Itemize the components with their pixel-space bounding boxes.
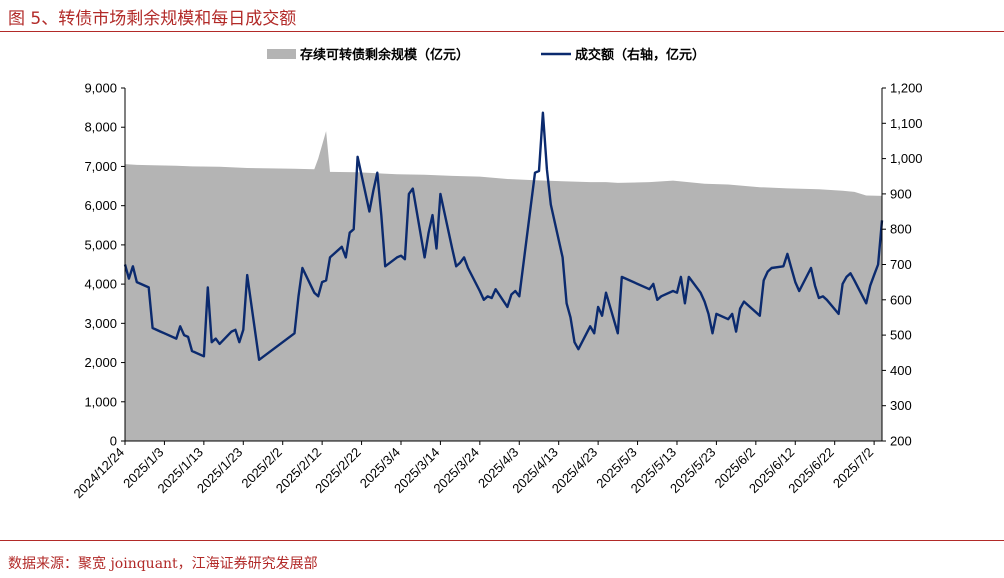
legend-label-area: 存续可转债剩余规模（亿元） xyxy=(300,47,469,63)
right-axis-tick-label: 500 xyxy=(890,328,912,343)
x-axis-tick-label: 2024/12/24 xyxy=(70,445,127,502)
left-axis-tick-label: 3,000 xyxy=(84,316,117,331)
right-axis-tick-label: 600 xyxy=(890,292,912,307)
top-rule xyxy=(0,31,1004,32)
legend-swatch-area xyxy=(267,49,296,59)
right-axis-tick-label: 1,200 xyxy=(890,81,923,96)
legend: 存续可转债剩余规模（亿元） 成交额（右轴，亿元） xyxy=(267,47,705,63)
left-axis-tick-label: 6,000 xyxy=(84,198,117,213)
legend-label-line: 成交额（右轴，亿元） xyxy=(575,47,705,63)
area-layer xyxy=(125,131,882,441)
chart-svg: 0 1,000 2,000 3,000 4,000 5,000 6,000 7,000 8,00… xyxy=(70,47,923,502)
right-axis-tick-label: 900 xyxy=(890,186,912,201)
left-axis-tick-label: 1,000 xyxy=(84,394,117,409)
left-axis-tick-label: 8,000 xyxy=(84,120,117,135)
left-axis-tick-label: 7,000 xyxy=(84,159,117,174)
right-axis-tick-label: 1,100 xyxy=(890,116,923,131)
right-axis-tick-label: 1,000 xyxy=(890,151,923,166)
right-axis-tick-label: 400 xyxy=(890,363,912,378)
left-axis-tick-label: 5,000 xyxy=(84,237,117,252)
right-axis-tick-label: 200 xyxy=(890,434,912,449)
right-axis-tick-label: 300 xyxy=(890,398,912,413)
left-axis-tick-label: 9,000 xyxy=(84,81,117,96)
bottom-rule xyxy=(0,540,1004,541)
right-axis-tick-label: 700 xyxy=(890,257,912,272)
left-axis-tick-label: 0 xyxy=(110,434,117,449)
left-axis-tick-label: 2,000 xyxy=(84,355,117,370)
area-series-remaining-scale xyxy=(125,131,882,441)
x-axis-tick-label: 2025/7/2 xyxy=(830,445,876,491)
right-axis-tick-label: 800 xyxy=(890,222,912,237)
left-axis-tick-label: 4,000 xyxy=(84,277,117,292)
line-layer xyxy=(123,111,884,361)
source-note: 数据来源：聚宽 joinquant，江海证券研究发展部 xyxy=(8,556,318,572)
line-series-turnover xyxy=(123,111,884,361)
figure-title: 图 5、转债市场剩余规模和每日成交额 xyxy=(8,9,297,29)
